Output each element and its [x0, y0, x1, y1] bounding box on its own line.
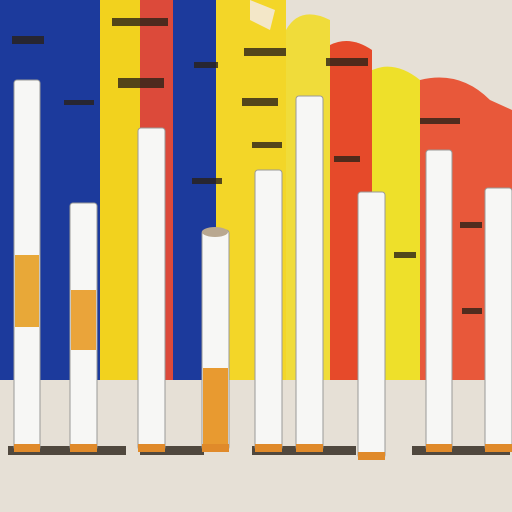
- filter-cap: [255, 444, 282, 452]
- scribble: [112, 18, 168, 26]
- filter-band: [15, 255, 39, 327]
- filter-band: [203, 368, 228, 448]
- scribble: [242, 98, 278, 106]
- cigarette: [357, 191, 386, 459]
- scribble: [460, 222, 482, 228]
- filter-cap: [14, 444, 40, 452]
- scribble: [252, 142, 282, 148]
- filter-cap: [70, 444, 97, 452]
- filter-cap: [358, 452, 385, 460]
- filter-cap: [202, 444, 229, 452]
- scribble: [420, 118, 460, 124]
- stripe: [100, 0, 140, 380]
- cigarettes: [13, 79, 512, 460]
- scribble: [64, 100, 94, 105]
- filter-cap: [296, 444, 323, 452]
- filter-cap: [426, 444, 452, 452]
- cigarette: [425, 149, 453, 451]
- map-shape: [250, 0, 275, 30]
- scribble: [12, 36, 44, 44]
- scribble: [244, 48, 286, 56]
- filter-cap: [138, 444, 165, 452]
- cigarette: [484, 187, 512, 451]
- ash-tip: [202, 227, 228, 237]
- scribble: [462, 308, 482, 314]
- scribble: [192, 178, 222, 184]
- scribble: [334, 156, 360, 162]
- scribble: [326, 58, 368, 66]
- filter-caps: [14, 444, 512, 460]
- scribbles: [8, 18, 510, 455]
- cigarette: [254, 169, 283, 451]
- scribble: [8, 446, 126, 455]
- scribble: [412, 446, 510, 455]
- cigarette: [137, 127, 166, 451]
- filter-cap: [485, 444, 512, 452]
- scribble: [140, 446, 204, 455]
- filter-band: [71, 290, 96, 350]
- scribble: [394, 252, 416, 258]
- scribble: [118, 78, 164, 88]
- scribble: [194, 62, 218, 68]
- cigarette: [295, 95, 324, 451]
